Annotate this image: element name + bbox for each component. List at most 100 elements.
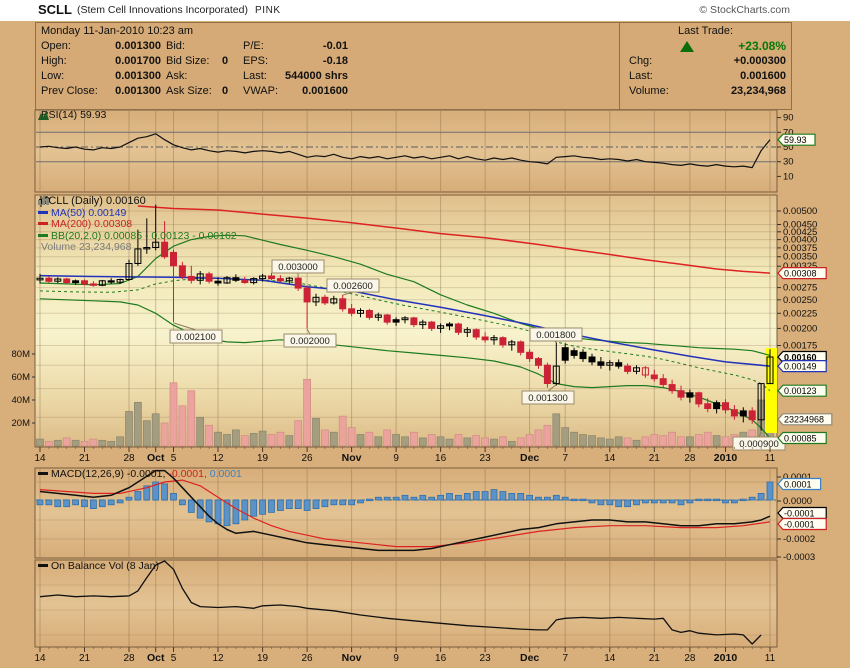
quote-label-prev-close: Prev Close: xyxy=(41,85,98,97)
svg-text:90: 90 xyxy=(783,113,794,124)
macd-value-1: -0.0001, xyxy=(126,468,166,480)
svg-text:0.0000: 0.0000 xyxy=(783,496,812,507)
obv-panel xyxy=(34,559,778,648)
quote-value-pe: -0.01 xyxy=(322,40,348,52)
svg-text:40M: 40M xyxy=(12,395,31,406)
svg-text:Oct: Oct xyxy=(147,652,165,664)
rsi-legend-text: RSI(14) 59.93 xyxy=(41,109,107,121)
change-percent: +23.08% xyxy=(738,39,786,53)
quote-label-bid: Bid: xyxy=(166,40,185,52)
svg-text:21: 21 xyxy=(649,653,661,664)
ma50-line-icon xyxy=(38,210,48,214)
svg-text:-0.0002: -0.0002 xyxy=(783,534,815,545)
quote-value-eps: -0.18 xyxy=(322,55,348,67)
svg-text:0.002600: 0.002600 xyxy=(333,281,373,292)
quote-value-bid-size: 0 xyxy=(222,55,229,67)
bb-legend: BB(20,2.0) 0.00085 - 0.00123 - 0.00162 xyxy=(38,230,237,243)
svg-text:0.00200: 0.00200 xyxy=(783,323,817,334)
macd-histogram xyxy=(36,481,774,527)
svg-text:Dec: Dec xyxy=(520,452,539,464)
svg-text:0.00500: 0.00500 xyxy=(783,206,817,217)
svg-text:0.00149: 0.00149 xyxy=(784,361,817,371)
svg-text:80M: 80M xyxy=(12,349,31,360)
macd-value-3: 0.0001 xyxy=(209,468,242,480)
price-panel: 0.003000 0.002600 0.002100 0.002000 0.001800… xyxy=(12,194,833,451)
svg-text:0.00350: 0.00350 xyxy=(783,252,817,263)
quote-label-ask-size: Ask Size: xyxy=(166,85,212,97)
svg-text:21: 21 xyxy=(649,453,661,464)
svg-text:0.00400: 0.00400 xyxy=(783,235,817,246)
rsi-legend: RSI(14) 59.93 xyxy=(38,109,107,122)
svg-text:Nov: Nov xyxy=(342,452,362,464)
quote-label-last-shrs: Last: xyxy=(243,70,267,82)
svg-text:12: 12 xyxy=(212,453,224,464)
svg-text:19: 19 xyxy=(257,653,269,664)
quote-datetime: Monday 11-Jan-2010 10:23 am xyxy=(41,25,194,37)
quote-label-eps: EPS: xyxy=(243,55,269,67)
svg-text:14: 14 xyxy=(604,653,616,664)
quote-label-bid-size: Bid Size: xyxy=(166,55,210,67)
volume-value: 23,234,968 xyxy=(730,85,786,97)
quote-value-open: 0.001300 xyxy=(115,40,161,52)
price-annotations: 0.003000 0.002600 0.002100 0.002000 0.001800… xyxy=(169,259,786,451)
svg-text:23: 23 xyxy=(480,453,492,464)
svg-text:0.003000: 0.003000 xyxy=(278,262,318,273)
quote-value-ask-size: 0 xyxy=(222,85,229,97)
svg-text:30: 30 xyxy=(783,157,794,168)
svg-text:16: 16 xyxy=(435,453,447,464)
svg-text:9: 9 xyxy=(393,653,399,664)
quote-label-ask: Ask: xyxy=(166,70,188,82)
svg-text:0.00308: 0.00308 xyxy=(784,268,817,278)
main-chart-legend: SCLL (Daily) 0.00160 MA(50) 0.00149 MA(2… xyxy=(38,195,237,254)
candles xyxy=(36,204,774,431)
chg-label: Chg: xyxy=(629,55,653,67)
svg-text:0.000900: 0.000900 xyxy=(739,439,779,450)
svg-text:5: 5 xyxy=(171,453,177,464)
macd-legend-name: MACD(12,26,9) xyxy=(51,468,124,480)
chg-value: +0.000300 xyxy=(733,55,786,67)
svg-text:0.001800: 0.001800 xyxy=(536,330,576,341)
svg-text:2010: 2010 xyxy=(714,652,738,664)
quote-label-low: Low: xyxy=(41,70,65,82)
volume-legend: Volume 23,234,968 xyxy=(38,197,237,254)
svg-text:16: 16 xyxy=(435,653,447,664)
svg-text:60M: 60M xyxy=(12,372,31,383)
svg-text:-0.0001: -0.0001 xyxy=(784,508,815,518)
quote-label-high: High: xyxy=(41,55,67,67)
svg-text:0.00123: 0.00123 xyxy=(784,386,817,396)
svg-text:-0.0001: -0.0001 xyxy=(784,519,815,529)
svg-text:0.00175: 0.00175 xyxy=(783,340,817,351)
ma200-legend: MA(200) 0.00308 xyxy=(38,218,237,231)
svg-text:12: 12 xyxy=(212,653,224,664)
svg-text:7: 7 xyxy=(562,653,568,664)
svg-text:0.00250: 0.00250 xyxy=(783,295,817,306)
symbol-legend-text: SCLL (Daily) 0.00160 xyxy=(41,195,146,207)
quote-value-low: 0.001300 xyxy=(115,70,161,82)
date-axis-top: 14 21 28 Oct 5 12 19 26 Nov 9 16 23 Dec 7 14 21 28 2010 11 xyxy=(34,447,776,464)
svg-text:-0.0003: -0.0003 xyxy=(783,552,815,563)
quote-value-vwap: 0.001600 xyxy=(302,85,348,97)
last-trade-label: Last Trade: xyxy=(678,25,734,37)
obv-legend-text: On Balance Vol (8 Jan) xyxy=(51,560,159,572)
chart-header: SCLL (Stem Cell Innovations Incorporated)… xyxy=(0,0,850,21)
svg-text:19: 19 xyxy=(257,453,269,464)
quote-panel: Monday 11-Jan-2010 10:23 am Open: 0.0013… xyxy=(35,22,792,110)
svg-text:14: 14 xyxy=(604,453,616,464)
svg-text:0.0001: 0.0001 xyxy=(784,479,812,489)
svg-text:11: 11 xyxy=(765,453,776,464)
svg-text:23: 23 xyxy=(480,653,492,664)
svg-text:0.00160: 0.00160 xyxy=(784,352,817,362)
quote-label-vwap: VWAP: xyxy=(243,85,279,97)
svg-text:9: 9 xyxy=(393,453,399,464)
svg-text:Dec: Dec xyxy=(520,652,539,664)
quote-value-high: 0.001700 xyxy=(115,55,161,67)
macd-panel: 0.00010.0000-0.0002-0.00030.0001-0.0001-… xyxy=(34,467,827,563)
macd-value-2: -0.0001, xyxy=(168,468,207,480)
macd-line-icon xyxy=(38,472,48,475)
svg-text:21: 21 xyxy=(79,653,91,664)
copyright: © StockCharts.com xyxy=(699,4,790,16)
svg-text:0.00325: 0.00325 xyxy=(783,261,817,272)
svg-text:26: 26 xyxy=(302,653,314,664)
svg-text:0.00450: 0.00450 xyxy=(783,219,817,230)
up-arrow-icon xyxy=(680,41,694,52)
